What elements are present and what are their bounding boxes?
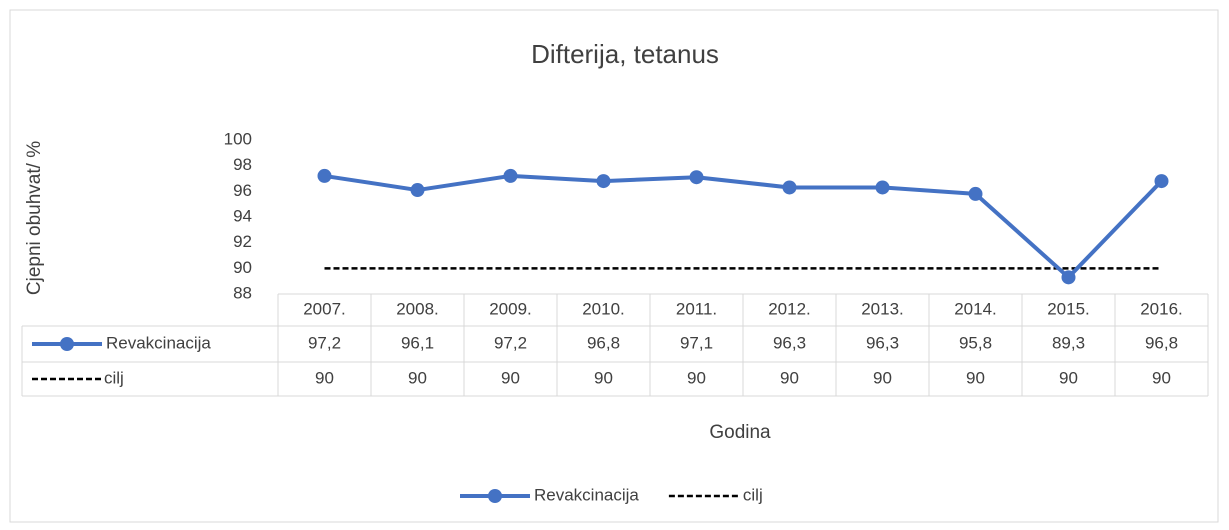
y-tick-label: 100	[224, 129, 252, 148]
x-tick-label: 2007.	[303, 299, 346, 318]
series-line	[324, 173, 1163, 280]
table-value: 96,3	[773, 333, 806, 352]
table-value: 96,8	[587, 333, 620, 352]
table-value: 90	[594, 368, 613, 387]
series-marker	[503, 168, 518, 183]
series-marker	[317, 168, 332, 183]
table-value: 97,2	[494, 333, 527, 352]
table-value: 96,1	[401, 333, 434, 352]
table-value: 90	[687, 368, 706, 387]
table-value: 89,3	[1052, 333, 1085, 352]
y-tick-label: 94	[233, 206, 252, 225]
y-axis-label: Cjepni obuhvat/ %	[24, 141, 45, 295]
table-value: 96,8	[1145, 333, 1178, 352]
x-tick-label: 2016.	[1140, 299, 1183, 318]
y-tick-label: 88	[233, 283, 252, 302]
y-tick-label: 90	[233, 258, 252, 277]
x-tick-label: 2011.	[676, 299, 717, 318]
table-value: 90	[1152, 368, 1171, 387]
y-tick-label: 92	[233, 232, 252, 251]
series-marker	[410, 183, 425, 198]
x-tick-label: 2009.	[489, 299, 532, 318]
legend-label: Revakcinacija	[534, 485, 639, 504]
table-value: 97,2	[308, 333, 341, 352]
x-tick-label: 2015.	[1047, 299, 1090, 318]
table-value: 90	[966, 368, 985, 387]
table-value: 90	[873, 368, 892, 387]
series-marker	[689, 170, 704, 185]
series-marker	[968, 186, 983, 201]
y-tick-label: 96	[233, 181, 252, 200]
table-series-name: cilj	[104, 368, 124, 387]
series-marker	[1061, 270, 1076, 285]
chart-border	[9, 9, 1219, 523]
series-marker	[875, 180, 890, 195]
chart-title: Difterija, tetanus	[531, 39, 719, 69]
table-value: 90	[501, 368, 520, 387]
legend-label: cilj	[743, 485, 763, 504]
series-marker	[1154, 174, 1169, 189]
x-tick-label: 2010.	[582, 299, 625, 318]
y-tick-label: 98	[233, 155, 252, 174]
table-value: 90	[1059, 368, 1078, 387]
x-axis-label: Godina	[709, 422, 771, 443]
table-key-marker	[60, 337, 74, 351]
table-value: 95,8	[959, 333, 992, 352]
legend-key-marker	[488, 489, 502, 503]
x-tick-label: 2014.	[954, 299, 997, 318]
series-marker	[596, 174, 611, 189]
x-tick-label: 2012.	[768, 299, 811, 318]
series-marker	[782, 180, 797, 195]
table-value: 90	[408, 368, 427, 387]
x-tick-label: 2008.	[396, 299, 439, 318]
table-value: 97,1	[680, 333, 713, 352]
table-value: 90	[780, 368, 799, 387]
table-series-name: Revakcinacija	[106, 333, 211, 352]
table-value: 96,3	[866, 333, 899, 352]
x-tick-label: 2013.	[861, 299, 904, 318]
table-value: 90	[315, 368, 334, 387]
